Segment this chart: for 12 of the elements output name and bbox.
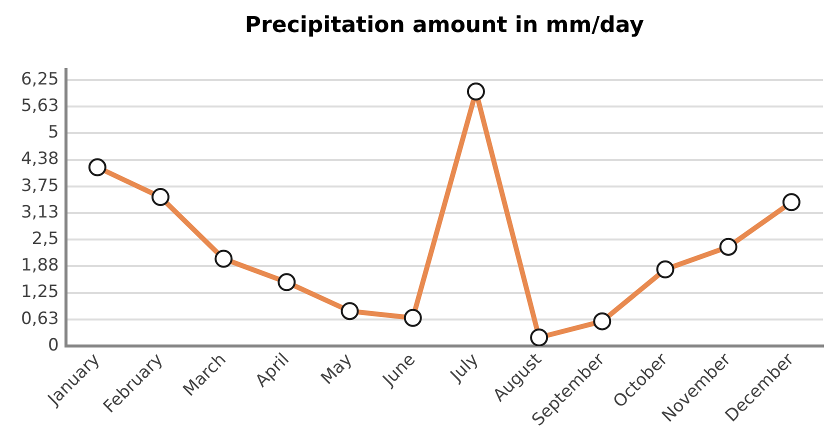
y-tick-label: 1,88	[20, 256, 59, 276]
y-tick-label: 5,63	[20, 96, 59, 116]
y-tick-label: 2,5	[32, 229, 59, 250]
y-tick-label: 4,38	[20, 149, 59, 170]
y-tick-label: 6,25	[20, 69, 59, 90]
y-tick-label: 5	[48, 122, 59, 143]
y-tick-label: 1,25	[20, 282, 59, 302]
y-tick-label: 3,13	[20, 202, 59, 222]
chart-title: Precipitation amount in mm/day	[244, 12, 644, 38]
y-tick-label: 3,75	[20, 176, 59, 196]
y-tick-label: 0	[48, 335, 59, 356]
y-tick-label: 0,63	[20, 308, 59, 329]
